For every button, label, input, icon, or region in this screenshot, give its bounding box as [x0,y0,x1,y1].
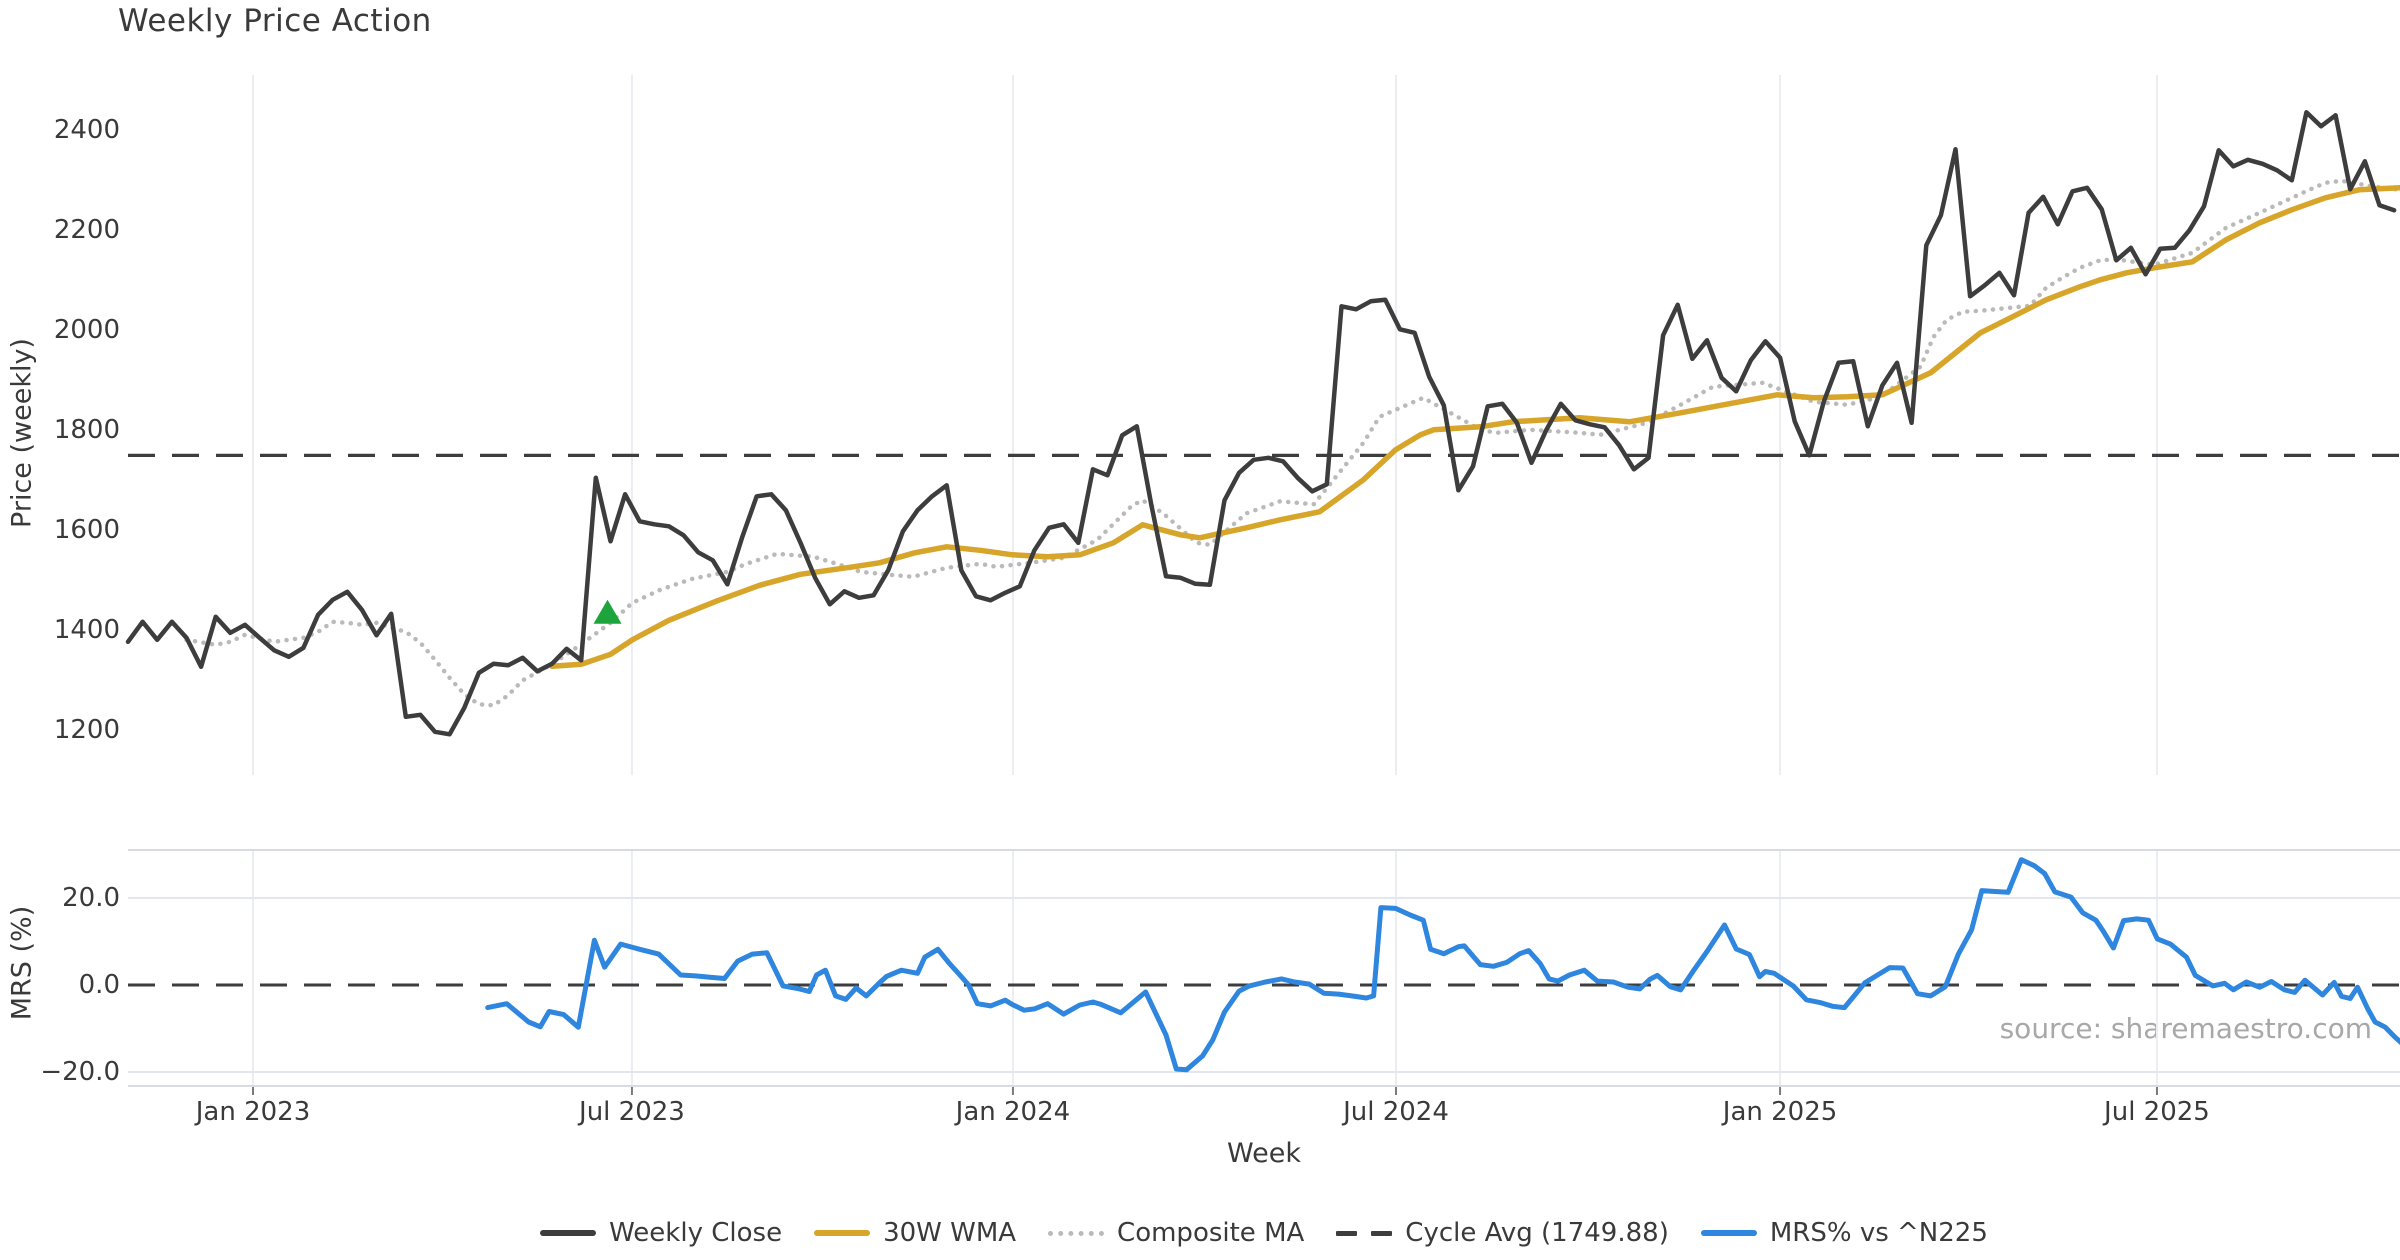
legend-item-mrs-vs-n225: MRS% vs ^N225 [1700,1218,1988,1248]
weekly-close-line [125,110,2397,737]
signal-marker-group [593,599,622,624]
price-tick-label: 1400 [53,615,120,646]
x-tick-label: Jan 2024 [955,1097,1071,1127]
legend-item-cycle-avg-1749-88: Cycle Avg (1749.88) [1336,1218,1669,1248]
price-tick-label: 1600 [53,515,120,546]
legend-swatch-30w-wma-icon [814,1230,871,1236]
legend-swatch-mrs-vs-n225-icon [1700,1230,1757,1236]
mrs-tick-label: 20.0 [62,883,120,913]
gridlines-group [252,75,2158,1095]
legend-label-composite-ma: Composite MA [1117,1218,1305,1248]
x-tick-label: Jan 2023 [195,1097,311,1127]
legend-label-30w-wma: 30W WMA [883,1218,1017,1248]
wma-group [549,185,2400,670]
legend-swatch-cycle-avg-1749-88-icon [1336,1230,1393,1236]
mrs-tick-label: −20.0 [40,1057,120,1087]
x-tick-label: Jul 2023 [579,1097,685,1127]
legend-label-cycle-avg-1749-88: Cycle Avg (1749.88) [1405,1218,1669,1248]
price-tick-label: 1200 [53,715,120,746]
mrs-tick-label: 0.0 [78,970,120,1000]
price-tick-label: 1800 [53,415,120,446]
weekly-close-group [125,110,2397,737]
legend: Weekly Close 30W WMA Composite MA Cycle Avg… [128,1212,2400,1254]
mrs-frame-group [128,849,2400,1087]
composite-ma-line [184,178,2400,708]
mrs-axis-label: MRS (%) [6,905,38,1021]
buy-signal-marker-icon [593,599,622,624]
legend-item-30w-wma: 30W WMA [814,1218,1016,1248]
legend-item-weekly-close: Weekly Close [540,1218,782,1248]
wma-line [549,185,2400,670]
price-tick-label: 2000 [53,315,120,346]
chart-title: Weekly Price Action [118,3,432,39]
legend-swatch-composite-ma-icon [1048,1230,1105,1236]
price-tick-label: 2200 [53,215,120,246]
legend-swatch-weekly-close-icon [540,1230,597,1236]
x-tick-label: Jan 2025 [1722,1097,1838,1127]
source-note: source: sharemaestro.com [1999,1012,2372,1045]
legend-item-composite-ma: Composite MA [1048,1218,1304,1248]
x-tick-label: Jul 2024 [1343,1097,1449,1127]
week-axis-label: Week [1227,1138,1301,1169]
legend-label-weekly-close: Weekly Close [609,1218,783,1248]
price-tick-label: 2400 [53,115,120,146]
composite-ma-group [184,178,2400,708]
x-tick-label: Jul 2025 [2104,1097,2210,1127]
legend-label-mrs-vs-n225: MRS% vs ^N225 [1769,1218,1988,1248]
